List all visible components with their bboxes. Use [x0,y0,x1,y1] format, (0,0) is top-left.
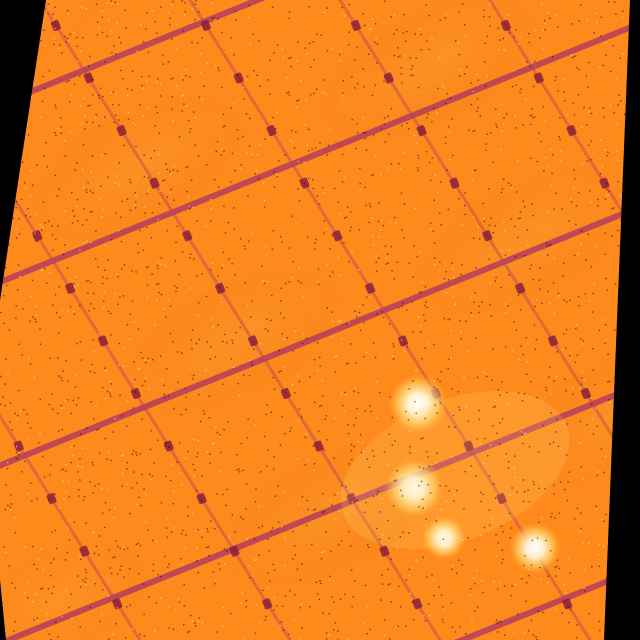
stitch-mark [65,282,76,294]
stitch-mark [412,598,423,610]
cell-divider [338,0,640,483]
stitch-mark [346,493,357,505]
background-wedge-left [0,0,46,300]
stitch-mark [79,545,90,557]
stitch-mark [229,545,240,557]
stitch-mark [383,72,394,84]
stitch-mark [116,125,127,137]
stitch-mark [566,125,577,137]
cell-shading [0,531,164,640]
stitch-mark [248,335,259,347]
cell-shading [439,156,640,296]
stitch-mark [365,282,376,294]
stitch-mark [548,335,559,347]
hotspot [388,374,448,434]
busbar-seam [0,0,266,108]
cell-shading [51,84,261,224]
stitch-mark [182,230,193,242]
stitch-mark [496,493,507,505]
hotspot [384,458,444,518]
stitch-mark [416,125,427,137]
stitch-mark [350,19,361,31]
stitch-mark [200,19,211,31]
stitch-mark [562,598,573,610]
stitch-mark [262,598,273,610]
stitch-mark [449,177,460,189]
stitch-mark [112,598,123,610]
busbar-seam [0,20,640,286]
stitch-mark [130,387,141,400]
background-wedge-bottom [0,580,6,640]
cell-divider [0,173,292,640]
stitch-mark [98,335,109,347]
stitch-mark [313,440,324,452]
stitch-mark [196,493,207,505]
stitch-mark [533,72,544,84]
stitch-mark [83,72,94,84]
stitch-mark [332,230,343,242]
stitch-mark [13,440,24,452]
stitch-mark [463,440,474,452]
stitch-mark [266,125,277,137]
stitch-mark [599,177,610,189]
stitch-mark [50,19,61,31]
cell-divider [38,0,442,640]
background-wedge-right [604,0,640,640]
hotspot-halo [340,391,570,549]
stitch-mark [398,335,409,347]
hotspots [340,374,570,574]
cell-shading [148,257,358,397]
stitch-mark [46,493,57,505]
stitch-mark [482,230,493,242]
stitch-mark [500,19,511,31]
cell-shading [536,329,640,469]
stitch-mark [280,387,291,400]
stitch-mark [379,545,390,557]
hotspot [422,516,466,560]
stitch-mark [233,72,244,84]
cell-stitch-marks [0,19,640,610]
stitch-mark [215,282,226,294]
hotspot [509,522,561,574]
stitch-mark [149,177,160,189]
cell-shading [342,0,552,123]
cell-divider [488,0,640,243]
stitch-mark [515,282,526,294]
